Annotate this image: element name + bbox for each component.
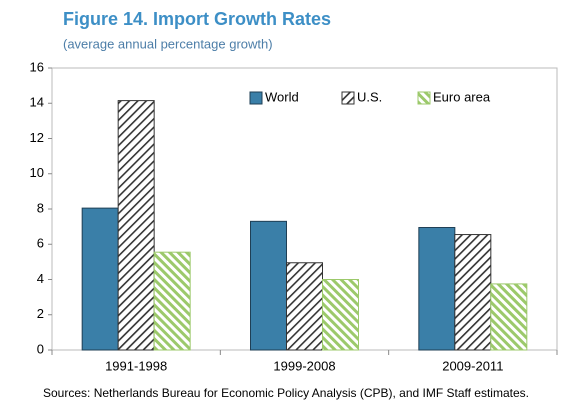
y-tick-label: 10 xyxy=(30,165,44,180)
bar xyxy=(454,234,492,351)
y-tick-label: 4 xyxy=(37,271,44,286)
x-tick-label: 2009-2011 xyxy=(442,358,503,373)
legend-swatch xyxy=(417,91,431,105)
y-tick-label: 8 xyxy=(37,200,44,215)
x-tick-label: 1999-2008 xyxy=(273,358,335,373)
chart-title: Figure 14. Import Growth Rates xyxy=(63,9,331,29)
x-tick-label: 1991-1998 xyxy=(105,358,167,373)
chart-subtitle: (average annual percentage growth) xyxy=(63,36,273,51)
bar xyxy=(250,220,287,351)
bar xyxy=(117,100,155,351)
y-tick-label: 12 xyxy=(30,130,44,145)
bar xyxy=(490,283,528,351)
legend-swatch xyxy=(341,91,355,105)
y-tick-label: 16 xyxy=(30,59,44,74)
source-note: Sources: Netherlands Bureau for Economic… xyxy=(43,386,529,400)
legend-label: Euro area xyxy=(433,89,491,104)
legend-swatch xyxy=(249,91,263,105)
y-tick-label: 2 xyxy=(37,306,44,321)
y-tick-label: 6 xyxy=(37,236,44,251)
bar xyxy=(322,279,359,351)
y-tick-label: 0 xyxy=(37,341,44,356)
legend-label: U.S. xyxy=(357,89,382,104)
bar xyxy=(81,207,119,351)
bar xyxy=(418,227,456,351)
bar xyxy=(286,262,323,351)
legend-label: World xyxy=(265,89,299,104)
y-tick-label: 14 xyxy=(30,95,44,110)
bar xyxy=(153,251,191,351)
